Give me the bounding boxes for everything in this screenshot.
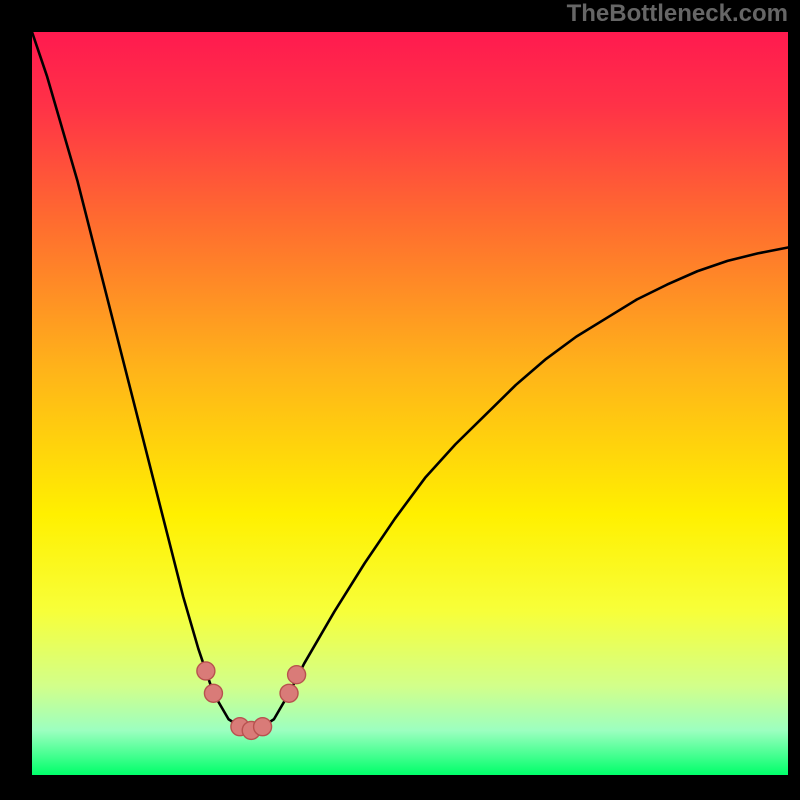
chart-outer-frame: TheBottleneck.com — [0, 0, 800, 800]
valley-marker — [197, 662, 215, 680]
chart-plot-area — [32, 32, 788, 775]
gradient-background — [32, 32, 788, 775]
chart-svg — [32, 32, 788, 775]
valley-marker — [204, 684, 222, 702]
valley-marker — [280, 684, 298, 702]
valley-marker — [254, 718, 272, 736]
watermark-text: TheBottleneck.com — [567, 0, 788, 28]
valley-marker — [288, 666, 306, 684]
